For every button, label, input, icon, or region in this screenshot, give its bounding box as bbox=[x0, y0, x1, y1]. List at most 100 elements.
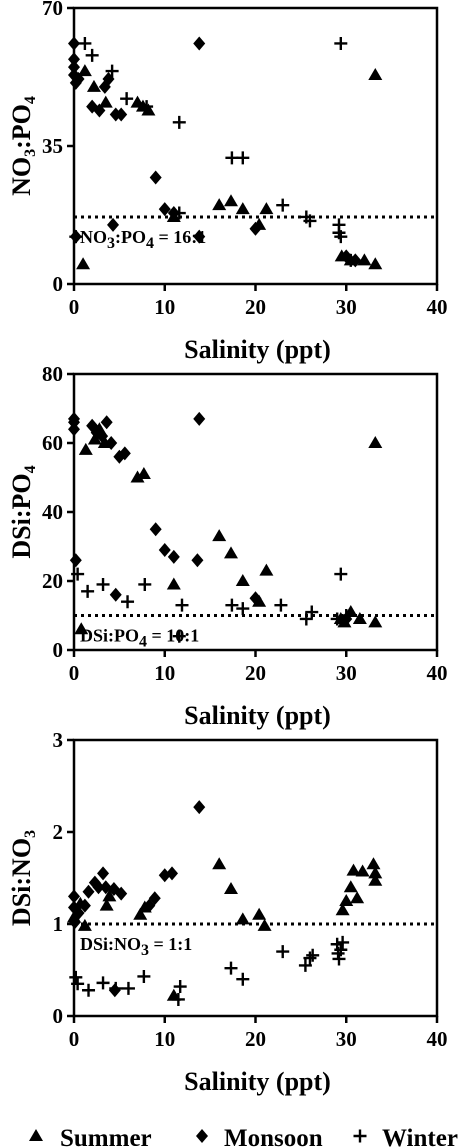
data-point-summer bbox=[166, 577, 181, 590]
legend: Summer Monsoon Winter bbox=[29, 1125, 458, 1147]
data-point-summer bbox=[102, 889, 117, 902]
x-tick-label: 0 bbox=[69, 661, 80, 685]
data-point-monsoon bbox=[158, 542, 171, 557]
data-point-summer bbox=[368, 436, 383, 448]
data-point-monsoon bbox=[193, 800, 206, 815]
data-point-monsoon bbox=[149, 170, 162, 185]
data-point-winter bbox=[172, 206, 186, 220]
legend-label: Summer bbox=[60, 1125, 152, 1147]
data-point-summer bbox=[259, 202, 274, 215]
data-point-winter bbox=[78, 36, 92, 50]
y-axis-label: DSi:NO3 bbox=[7, 830, 39, 926]
y-tick-label: 0 bbox=[53, 272, 64, 296]
data-point-monsoon bbox=[96, 429, 109, 444]
y-tick-label: 0 bbox=[53, 638, 64, 662]
series-monsoon bbox=[68, 800, 206, 998]
data-point-summer bbox=[130, 470, 145, 483]
data-point-monsoon bbox=[149, 522, 162, 537]
y-tick-label: 2 bbox=[53, 820, 64, 844]
x-tick-label: 20 bbox=[245, 1027, 266, 1051]
y-tick-label: 60 bbox=[42, 431, 63, 455]
data-point-summer bbox=[223, 546, 238, 559]
data-point-summer bbox=[259, 563, 274, 576]
legend-marker-plus bbox=[353, 1129, 367, 1143]
data-point-monsoon bbox=[93, 103, 106, 118]
series-summer bbox=[67, 857, 383, 1001]
data-point-summer bbox=[368, 257, 383, 270]
data-point-summer bbox=[74, 622, 89, 635]
data-point-summer bbox=[335, 903, 350, 916]
data-point-monsoon bbox=[82, 884, 95, 899]
series-winter bbox=[71, 567, 353, 643]
data-point-winter bbox=[305, 605, 319, 619]
data-point-summer bbox=[212, 198, 227, 211]
data-point-monsoon bbox=[68, 60, 80, 75]
reference-line-label: NO3:PO4 = 16:1 bbox=[80, 227, 206, 252]
y-axis-label: NO3:PO4 bbox=[7, 96, 39, 196]
data-point-winter bbox=[105, 64, 119, 78]
chart-panel-2: 0 10 20 30 40 0 20 40 60 80 Salinity (ppt) DSi:PO4 D… bbox=[7, 362, 448, 730]
data-point-summer bbox=[257, 918, 272, 931]
x-axis-label: Salinity (ppt) bbox=[184, 1067, 331, 1096]
data-point-summer bbox=[350, 891, 365, 904]
data-point-monsoon bbox=[100, 415, 113, 430]
x-tick-label: 30 bbox=[336, 1027, 357, 1051]
x-tick-label: 0 bbox=[69, 295, 80, 319]
data-point-winter bbox=[303, 214, 317, 228]
chart-panel-1: 0 10 20 30 40 0 35 70 Salinity (ppt) NO3:PO4 NO3:P… bbox=[7, 0, 448, 364]
data-point-summer bbox=[212, 529, 227, 542]
data-point-monsoon bbox=[68, 889, 80, 904]
data-point-winter bbox=[330, 612, 344, 626]
data-point-winter bbox=[175, 598, 189, 612]
data-point-summer bbox=[87, 432, 102, 445]
data-point-summer bbox=[86, 79, 101, 92]
data-point-summer bbox=[99, 898, 114, 911]
legend-label: Monsoon bbox=[224, 1125, 323, 1147]
data-point-winter bbox=[69, 230, 83, 244]
plot-frame bbox=[72, 738, 439, 1018]
data-point-summer bbox=[235, 574, 250, 586]
data-point-winter bbox=[332, 952, 346, 966]
data-point-winter bbox=[81, 584, 95, 598]
legend-item-monsoon: Monsoon bbox=[196, 1125, 323, 1147]
data-point-winter bbox=[120, 92, 134, 106]
data-point-winter bbox=[85, 48, 99, 62]
data-point-summer bbox=[141, 103, 156, 116]
data-point-summer bbox=[223, 882, 238, 895]
data-point-winter bbox=[344, 253, 358, 267]
data-point-summer bbox=[366, 857, 381, 870]
x-tick-label: 10 bbox=[154, 295, 175, 319]
y-tick-label: 20 bbox=[42, 569, 63, 593]
data-point-winter bbox=[299, 612, 313, 626]
data-point-summer bbox=[136, 467, 151, 480]
x-tick-label: 10 bbox=[154, 661, 175, 685]
chart-panel-3: 0 10 20 30 40 0 1 2 3 Salinity (ppt) DSi:NO3 DSi:NO… bbox=[7, 728, 448, 1096]
data-point-winter bbox=[339, 609, 353, 622]
data-point-monsoon bbox=[68, 411, 80, 426]
x-tick-label: 30 bbox=[336, 661, 357, 685]
data-point-monsoon bbox=[72, 905, 85, 920]
data-point-winter bbox=[69, 970, 83, 984]
data-point-monsoon bbox=[166, 866, 179, 881]
data-point-monsoon bbox=[193, 229, 206, 244]
data-point-winter bbox=[109, 981, 123, 995]
x-axis-label: Salinity (ppt) bbox=[184, 701, 331, 730]
data-point-monsoon bbox=[97, 866, 110, 881]
data-point-monsoon bbox=[92, 880, 105, 895]
data-point-summer bbox=[223, 194, 238, 207]
data-point-winter bbox=[306, 948, 320, 962]
data-point-winter bbox=[276, 945, 290, 959]
data-point-monsoon bbox=[148, 891, 161, 906]
series-monsoon bbox=[68, 411, 353, 626]
y-tick-label: 35 bbox=[42, 134, 63, 158]
data-point-winter bbox=[334, 567, 348, 581]
data-point-winter bbox=[71, 977, 85, 991]
data-point-monsoon bbox=[158, 202, 171, 217]
data-point-monsoon bbox=[99, 880, 112, 895]
reference-line-label: DSi:NO3 = 1:1 bbox=[80, 934, 192, 959]
data-point-winter bbox=[334, 36, 348, 50]
data-point-winter bbox=[137, 969, 151, 983]
data-point-winter bbox=[138, 577, 152, 591]
y-tick-label: 40 bbox=[42, 500, 63, 524]
data-point-monsoon bbox=[72, 71, 85, 86]
